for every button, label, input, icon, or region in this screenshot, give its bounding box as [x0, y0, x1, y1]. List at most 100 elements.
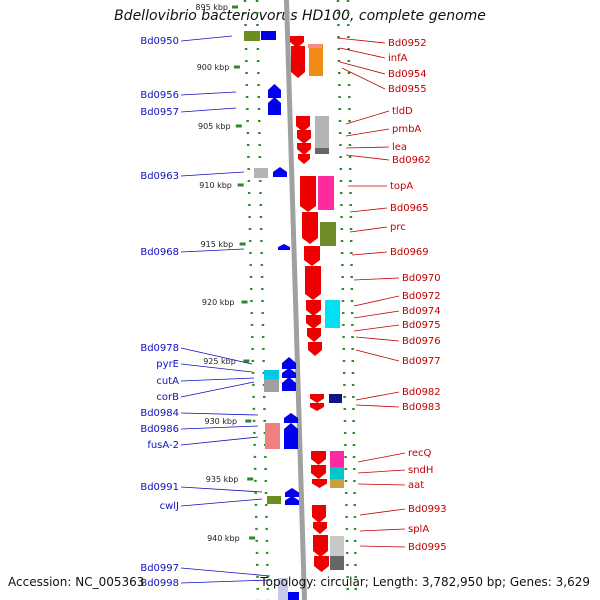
- gene-block: [264, 370, 279, 379]
- gene-arrow-plus: [300, 176, 316, 212]
- gene-arrow-minus: [284, 423, 298, 449]
- label-leader-line: [355, 404, 400, 408]
- gene-arrow-plus: [314, 556, 329, 572]
- ring-tracks: [243, 0, 358, 600]
- gene-label-right: Bd0983: [402, 402, 441, 413]
- ring-track-dots: [336, 0, 350, 600]
- label-leader-line: [359, 528, 406, 532]
- label-leader-line: [349, 207, 388, 213]
- gene-arrow-minus: [282, 357, 296, 369]
- gene-features: [244, 31, 344, 600]
- kbp-tick-mark: [233, 65, 240, 69]
- gene-arrow-plus: [297, 143, 311, 155]
- label-leader-line: [353, 295, 400, 307]
- label-leader-line: [353, 324, 400, 332]
- gene-block: [330, 451, 344, 467]
- gene-label-right: Bd0955: [388, 84, 427, 95]
- label-leader-line: [345, 110, 390, 125]
- gene-label-left: pyrE: [156, 359, 179, 370]
- gene-arrow-plus: [291, 46, 305, 78]
- gene-arrow-minus: [282, 368, 296, 378]
- gene-block: [330, 467, 344, 479]
- gene-arrow-plus: [306, 315, 321, 329]
- kbp-tick-label: 915 kbp: [201, 240, 234, 249]
- gene-labels: Bd0950 Bd0956 Bd0957 Bd0963 Bd0968 Bd0978 pyrE…: [140, 36, 446, 589]
- gene-block: [329, 394, 342, 403]
- gene-arrow-minus: [268, 84, 281, 98]
- label-leader-line: [355, 391, 400, 401]
- gene-block: [309, 44, 323, 76]
- gene-label-right: Bd0965: [390, 203, 429, 214]
- kbp-tick-label: 925 kbp: [203, 357, 236, 366]
- gene-label-right: infA: [388, 53, 408, 64]
- gene-arrow-plus: [312, 479, 327, 488]
- gene-block: [330, 536, 344, 556]
- kbp-tick-label: 900 kbp: [197, 63, 230, 72]
- gene-label-right: Bd0970: [402, 273, 441, 284]
- label-leader-line: [357, 469, 406, 474]
- label-leader-line: [345, 154, 390, 161]
- gene-arrow-minus: [284, 413, 298, 423]
- label-leader-line: [355, 336, 400, 342]
- gene-arrow-plus: [305, 266, 321, 300]
- label-leader-line: [180, 436, 259, 446]
- gene-label-right: Bd0954: [388, 69, 427, 80]
- label-leader-line: [180, 425, 259, 430]
- gene-arrow-plus: [290, 36, 304, 48]
- gene-label-left: Bd0950: [140, 36, 179, 47]
- gene-label-left: Bd0991: [140, 482, 179, 493]
- gene-arrow-plus: [297, 130, 311, 144]
- gene-label-right: recQ: [408, 448, 432, 459]
- gene-arrow-plus: [308, 342, 322, 356]
- gene-label-right: Bd0972: [402, 291, 441, 302]
- gene-arrow-plus: [311, 451, 326, 465]
- label-leader-line: [180, 248, 245, 253]
- gene-arrow-plus: [311, 465, 326, 479]
- label-leader-line: [353, 310, 400, 319]
- gene-label-right: Bd0974: [402, 306, 441, 317]
- gene-block: [315, 116, 329, 154]
- gene-block: [315, 148, 329, 154]
- gene-label-right: aat: [408, 480, 424, 491]
- kbp-tick-label: 920 kbp: [202, 298, 235, 307]
- map-title: Bdellovibrio bacteriovorus HD100, comple…: [114, 8, 486, 24]
- gene-block: [308, 44, 322, 48]
- kbp-tick-mark: [241, 300, 248, 304]
- gene-arrow-plus: [310, 394, 324, 403]
- accession-text: Accession: NC_005363: [8, 575, 145, 589]
- gene-arrow-plus: [304, 246, 320, 266]
- gene-block-minus: [261, 31, 276, 40]
- gene-arrow-minus: [273, 167, 287, 177]
- gene-arrow-plus: [312, 505, 326, 523]
- gene-block-minus: [287, 592, 299, 600]
- kbp-tick-mark: [249, 536, 256, 540]
- label-leader-line: [180, 412, 259, 416]
- kbp-tick-mark: [247, 477, 254, 481]
- label-leader-line: [339, 47, 386, 59]
- gene-label-left: Bd0968: [140, 247, 179, 258]
- label-leader-line: [341, 67, 386, 90]
- gene-block: [278, 578, 288, 600]
- gene-label-right: topA: [390, 181, 413, 192]
- label-leader-line: [359, 545, 406, 548]
- label-leader-line: [357, 452, 406, 463]
- gene-label-right: prc: [390, 222, 406, 233]
- gene-block: [267, 496, 281, 504]
- gene-arrow-plus: [302, 212, 318, 244]
- gene-arrow-plus: [306, 300, 321, 316]
- gene-arrow-plus: [307, 328, 321, 342]
- gene-label-left: fusA-2: [147, 440, 179, 451]
- gene-label-left: cutA: [156, 376, 179, 387]
- gene-arrow-minus: [282, 377, 296, 391]
- label-leader-line: [180, 498, 263, 507]
- label-leader-line: [180, 347, 253, 365]
- gene-label-left: Bd0986: [140, 424, 179, 435]
- label-leaders: [180, 35, 406, 584]
- gene-arrow-plus: [298, 154, 310, 164]
- gene-label-right: Bd0995: [408, 542, 447, 553]
- label-leader-line: [180, 91, 237, 96]
- gene-label-right: Bd0976: [402, 336, 441, 347]
- gene-label-right: Bd0982: [402, 387, 441, 398]
- kbp-tick-mark: [237, 183, 244, 187]
